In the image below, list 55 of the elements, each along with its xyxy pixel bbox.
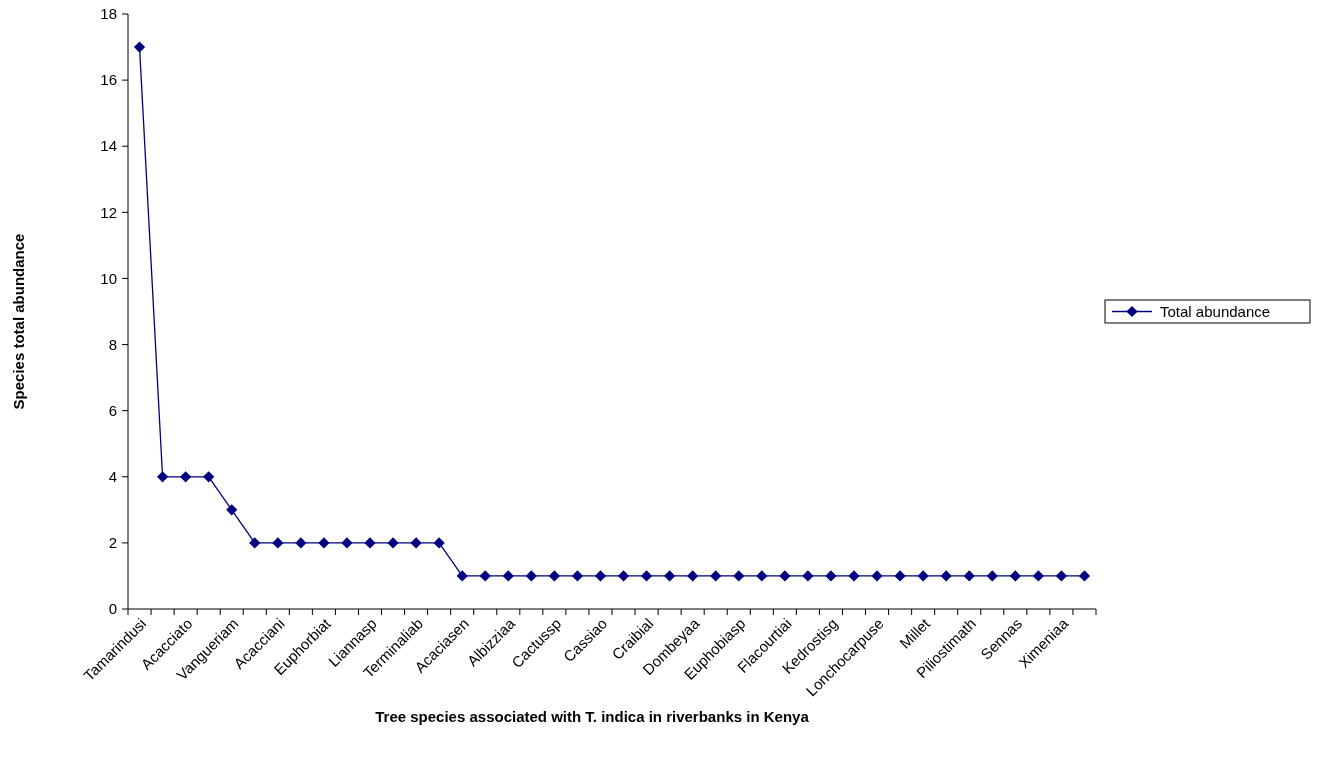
point — [318, 537, 330, 549]
point — [664, 570, 676, 582]
point — [779, 570, 791, 582]
point — [733, 570, 745, 582]
point — [456, 570, 468, 582]
point — [640, 570, 653, 582]
point — [226, 504, 238, 516]
point — [571, 570, 584, 582]
point — [364, 537, 376, 549]
y-axis-title: Species total abundance — [10, 233, 27, 410]
point — [410, 537, 422, 549]
point — [1009, 570, 1021, 582]
point — [894, 570, 906, 582]
y-tick-label: 18 — [100, 5, 117, 23]
legend-label: Total abundance — [1160, 302, 1271, 320]
y-tick-label: 16 — [100, 71, 117, 89]
point — [249, 537, 261, 549]
point — [710, 570, 722, 582]
point — [502, 570, 514, 582]
point — [963, 570, 975, 582]
point — [341, 537, 353, 549]
y-tick-label: 4 — [108, 468, 117, 486]
y-tick-label: 2 — [108, 534, 117, 552]
point — [756, 570, 768, 582]
point — [1032, 570, 1044, 582]
point — [295, 537, 307, 549]
y-tick-label: 8 — [108, 335, 117, 353]
point — [387, 537, 399, 549]
point — [433, 537, 445, 549]
point — [479, 570, 491, 582]
point — [180, 471, 192, 483]
point — [848, 570, 860, 582]
point — [617, 570, 630, 582]
y-tick-label: 12 — [100, 203, 117, 221]
point — [687, 570, 699, 582]
y-tick-label: 10 — [100, 269, 117, 287]
point — [133, 41, 146, 53]
y-tick-label: 6 — [108, 401, 117, 419]
point — [156, 471, 169, 483]
point — [1055, 570, 1068, 582]
point — [1078, 570, 1091, 582]
y-tick-label: 0 — [108, 600, 117, 618]
point — [825, 570, 837, 582]
point — [525, 570, 537, 582]
point — [940, 570, 952, 582]
point — [594, 570, 607, 582]
point — [548, 570, 560, 582]
y-tick-label: 14 — [100, 137, 117, 155]
point — [802, 570, 814, 582]
point — [986, 570, 998, 582]
x-axis-title: Tree species associated with T. indica in riverbanks in Kenya — [375, 708, 810, 725]
point — [917, 570, 929, 582]
point — [272, 537, 284, 549]
point — [203, 471, 215, 483]
point — [871, 570, 883, 582]
